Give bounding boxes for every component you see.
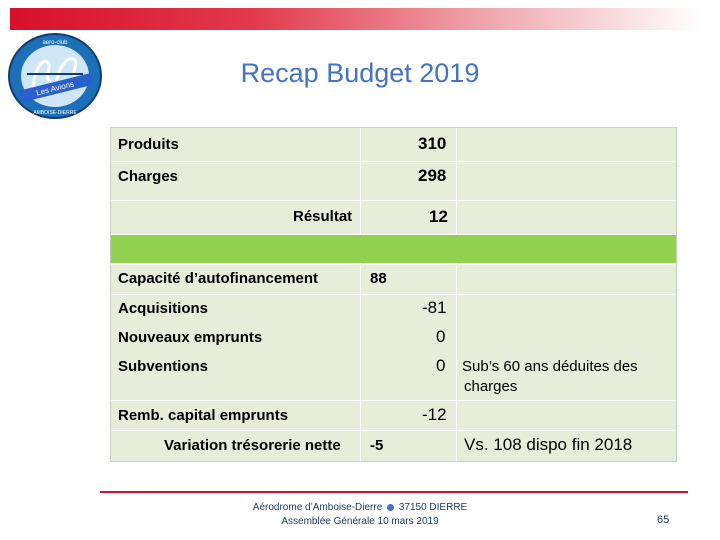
bullet-dot-icon — [387, 503, 395, 511]
footer-postcode: 37150 DIERRE — [398, 502, 468, 513]
logo-bottom-text: AMBOISE-DIERRE — [33, 110, 77, 116]
variation-value: -5 — [370, 437, 384, 454]
subventions-label: Subventions — [118, 358, 209, 375]
subventions-note-line1: Sub’s 60 ans déduites des — [462, 358, 638, 375]
emprunts-value: 0 — [436, 327, 446, 346]
footer-venue: Aérodrome d’Amboise-Dierre — [252, 502, 383, 513]
row-divider — [111, 264, 676, 265]
acquisitions-value: -81 — [422, 298, 447, 317]
resultat-value: 12 — [429, 207, 448, 226]
row-divider — [111, 294, 676, 295]
variation-label: Variation trésorerie nette — [164, 437, 341, 454]
caf-value: 88 — [370, 270, 387, 287]
row-divider — [111, 200, 676, 201]
row-divider — [111, 234, 676, 235]
footer-divider — [100, 491, 688, 493]
variation-note: Vs. 108 dispo fin 2018 — [464, 435, 633, 454]
subventions-note: Sub’s 60 ans déduites des charges — [462, 357, 638, 397]
charges-value: 298 — [418, 166, 447, 185]
slide-title: Recap Budget 2019 — [240, 58, 480, 88]
budget-table: Produits 310 Charges 298 Résultat 12 Cap… — [110, 127, 677, 462]
produits-value: 310 — [418, 134, 447, 153]
logo-top-text: aero-club — [42, 40, 68, 46]
subventions-value: 0 — [436, 356, 446, 375]
remb-label: Remb. capital emprunts — [118, 407, 289, 424]
charges-label: Charges — [118, 168, 179, 185]
row-divider — [111, 430, 676, 431]
caf-label: Capacité d’autofinancement — [118, 270, 319, 287]
remb-value: -12 — [422, 405, 447, 424]
row-divider — [111, 400, 676, 401]
page-number: 65 — [657, 514, 670, 526]
club-logo: Les Avions aero-club AMBOISE-DIERRE — [8, 33, 102, 119]
resultat-label: Résultat — [293, 208, 353, 225]
subventions-note-line2: charges — [464, 378, 518, 395]
produits-label: Produits — [118, 136, 179, 153]
highlight-row — [111, 235, 676, 263]
top-accent-bar — [10, 8, 702, 30]
footer-line1: Aérodrome d’Amboise-Dierre 37150 DIERRE — [0, 502, 720, 513]
footer-line2: Assemblée Générale 10 mars 2019 — [281, 516, 439, 527]
acquisitions-label: Acquisitions — [118, 300, 209, 317]
row-divider — [111, 161, 676, 162]
emprunts-label: Nouveaux emprunts — [118, 329, 263, 346]
